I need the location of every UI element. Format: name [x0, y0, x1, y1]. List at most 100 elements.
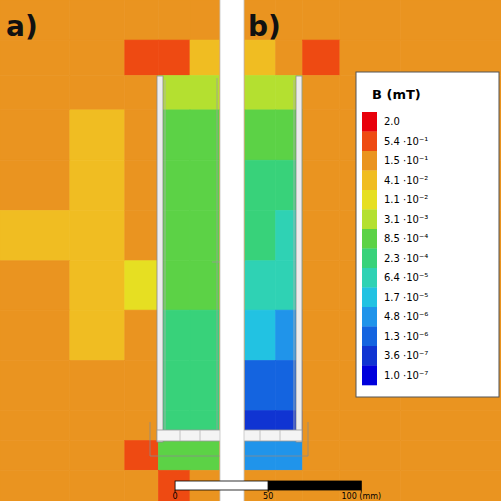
field-cell: [190, 0, 220, 40]
field-cell: [70, 110, 125, 160]
field-cell: [245, 110, 276, 160]
field-cell: [70, 210, 125, 260]
colorbar-swatch: [362, 288, 377, 308]
field-cell: [125, 261, 159, 310]
colorbar-label: 1.0 ·10⁻⁷: [384, 370, 428, 381]
field-cell: [303, 210, 340, 260]
colorbar-label: 2.3 ·10⁻⁴: [384, 253, 428, 264]
scale-segment: [268, 481, 361, 490]
colorbar-swatch: [362, 229, 377, 249]
field-cell: [125, 0, 159, 40]
field-cell: [245, 261, 276, 310]
field-cell: [70, 160, 125, 210]
field-cell: [190, 360, 220, 410]
base-division: [180, 430, 181, 441]
colorbar-label: 3.6 ·10⁻⁷: [384, 350, 428, 361]
field-cell: [245, 75, 276, 109]
colorbar-label: 8.5 ·10⁻⁴: [384, 233, 428, 244]
figure: a)b)B (mT)2.05.4 ·10⁻¹1.5 ·10⁻¹4.1 ·10⁻²…: [0, 0, 501, 501]
inner-wall: [217, 78, 218, 430]
field-cell: [303, 310, 340, 360]
field-cell: [303, 0, 340, 40]
colorbar-swatch: [362, 249, 377, 269]
field-cell: [125, 160, 159, 210]
colorbar-title: B (mT): [372, 87, 421, 102]
field-cell: [190, 75, 220, 109]
field-cell: [0, 440, 70, 470]
field-cell: [303, 160, 340, 210]
field-cell: [70, 0, 125, 40]
field-cell: [125, 310, 159, 360]
field-cell: [125, 411, 159, 441]
field-cell: [70, 360, 125, 410]
colorbar-label: 4.1 ·10⁻²: [384, 175, 428, 186]
field-cell: [190, 261, 220, 310]
colorbar-swatch: [362, 346, 377, 366]
field-cell: [70, 470, 125, 501]
colorbar-swatch: [362, 366, 377, 386]
field-cell: [158, 440, 190, 470]
field-cell: [70, 310, 125, 360]
field-cell: [303, 40, 340, 75]
field-cell: [158, 40, 190, 75]
colorbar-label: 6.4 ·10⁻⁵: [384, 272, 428, 283]
field-cell: [0, 110, 70, 160]
panel-label: a): [6, 10, 38, 43]
field-cell: [70, 440, 125, 470]
scale-label: 100 (mm): [341, 492, 381, 501]
field-cell: [0, 210, 70, 260]
field-cell: [158, 0, 190, 40]
field-cell: [0, 360, 70, 410]
field-cell: [0, 160, 70, 210]
colorbar-swatch: [362, 171, 377, 191]
field-cell: [276, 40, 303, 75]
colorbar-swatch: [362, 327, 377, 347]
colorbar-swatch: [362, 268, 377, 288]
field-cell: [400, 440, 501, 470]
scale-segment: [175, 481, 268, 490]
field-cell: [70, 261, 125, 310]
field-cell: [190, 210, 220, 260]
field-cell: [400, 411, 501, 441]
field-cell: [340, 40, 401, 75]
outer-wall: [150, 422, 151, 456]
base-division: [260, 430, 261, 441]
field-cell: [276, 440, 303, 470]
shield-wall: [157, 76, 163, 442]
field-cell: [245, 210, 276, 260]
colorbar-label: 3.1 ·10⁻³: [384, 214, 428, 225]
field-cell: [400, 40, 501, 75]
field-cell: [0, 40, 70, 75]
base-division: [200, 430, 201, 441]
field-cell: [340, 440, 401, 470]
field-cell: [0, 470, 70, 501]
inner-wall: [294, 80, 295, 430]
field-cell: [303, 360, 340, 410]
field-cell: [70, 40, 125, 75]
field-cell: [125, 40, 159, 75]
texts: a) b): [6, 10, 281, 43]
colorbar-label: 1.5 ·10⁻¹: [384, 155, 428, 166]
field-cell: [125, 110, 159, 160]
field-cell: [190, 110, 220, 160]
field-cell: [0, 411, 70, 441]
field-cell: [245, 440, 276, 470]
panel-label: b): [248, 10, 281, 43]
field-cell: [0, 310, 70, 360]
scale-bar: 050100 (mm): [173, 481, 382, 501]
field-cell: [303, 261, 340, 310]
field-cell: [125, 440, 159, 470]
colorbar-swatch: [362, 112, 377, 132]
colorbar-label: 1.7 ·10⁻⁵: [384, 292, 428, 303]
field-cell: [245, 40, 276, 75]
rod: [220, 0, 244, 501]
field-cell: [190, 160, 220, 210]
shield-wall: [296, 76, 302, 442]
scale-label: 0: [173, 492, 178, 501]
field-cell: [190, 440, 220, 470]
field-cell: [245, 360, 276, 410]
colorbar-box: [356, 72, 499, 397]
colorbar-label: 1.1 ·10⁻²: [384, 194, 428, 205]
field-cell: [190, 40, 220, 75]
outer-wall: [308, 422, 309, 456]
